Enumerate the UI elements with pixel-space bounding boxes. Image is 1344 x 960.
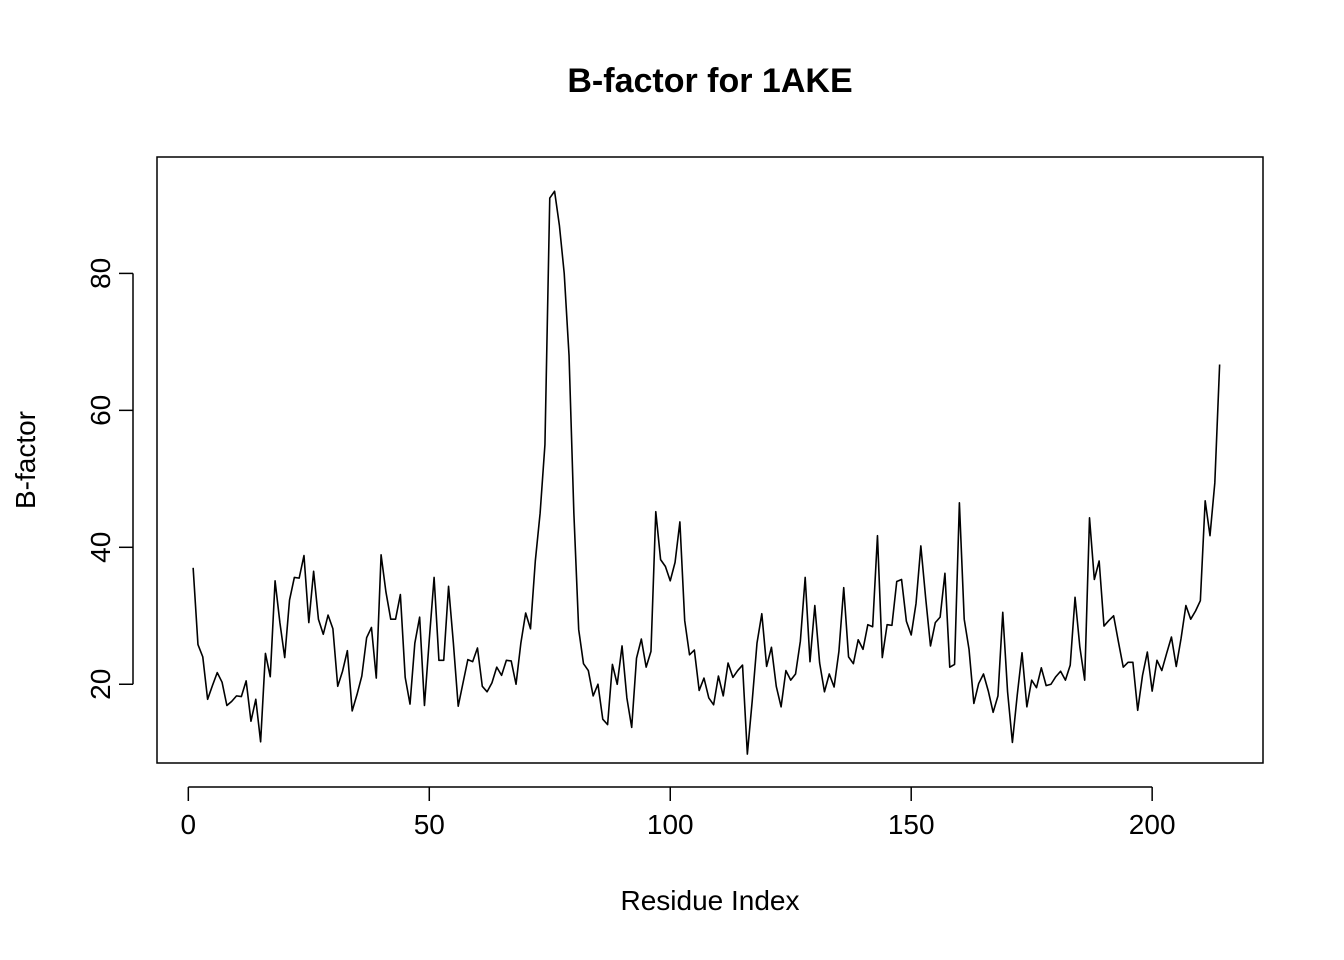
y-axis: 20 40 60 80: [85, 258, 134, 700]
x-tick-label: 150: [888, 809, 935, 840]
x-tick-label: 100: [647, 809, 694, 840]
y-tick-label: 60: [85, 395, 116, 426]
x-tick-label: 50: [414, 809, 445, 840]
b-factor-line: [192, 190, 1221, 755]
y-axis-label: B-factor: [10, 411, 41, 509]
y-tick-label: 80: [85, 258, 116, 289]
chart-title: B-factor for 1AKE: [567, 62, 852, 100]
x-tick-label: 0: [181, 809, 197, 840]
y-tick-label: 20: [85, 669, 116, 700]
x-tick-label: 200: [1129, 809, 1176, 840]
x-axis: 0 50 100 150 200: [181, 786, 1176, 840]
plot-frame: [156, 156, 1264, 764]
y-tick-label: 40: [85, 532, 116, 563]
x-axis-label: Residue Index: [620, 885, 799, 916]
